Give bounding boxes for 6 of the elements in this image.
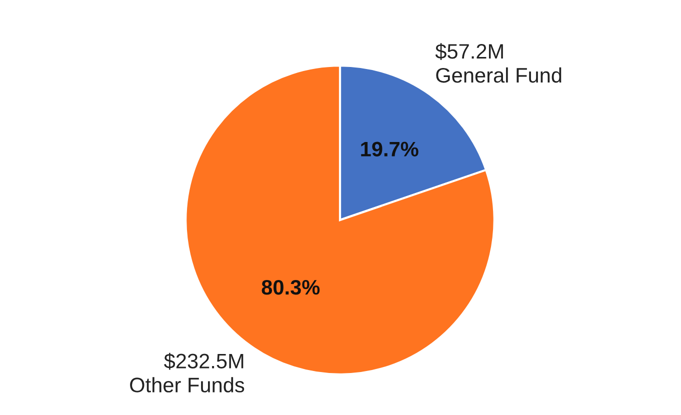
slice-label: General Fund <box>436 67 562 83</box>
data-label: $57.2M <box>435 43 503 60</box>
slice-label: Other Funds <box>130 377 244 392</box>
text: 19.7% <box>361 142 418 156</box>
data-label: $232.5M <box>164 352 244 370</box>
text: 80.3% <box>262 280 320 295</box>
